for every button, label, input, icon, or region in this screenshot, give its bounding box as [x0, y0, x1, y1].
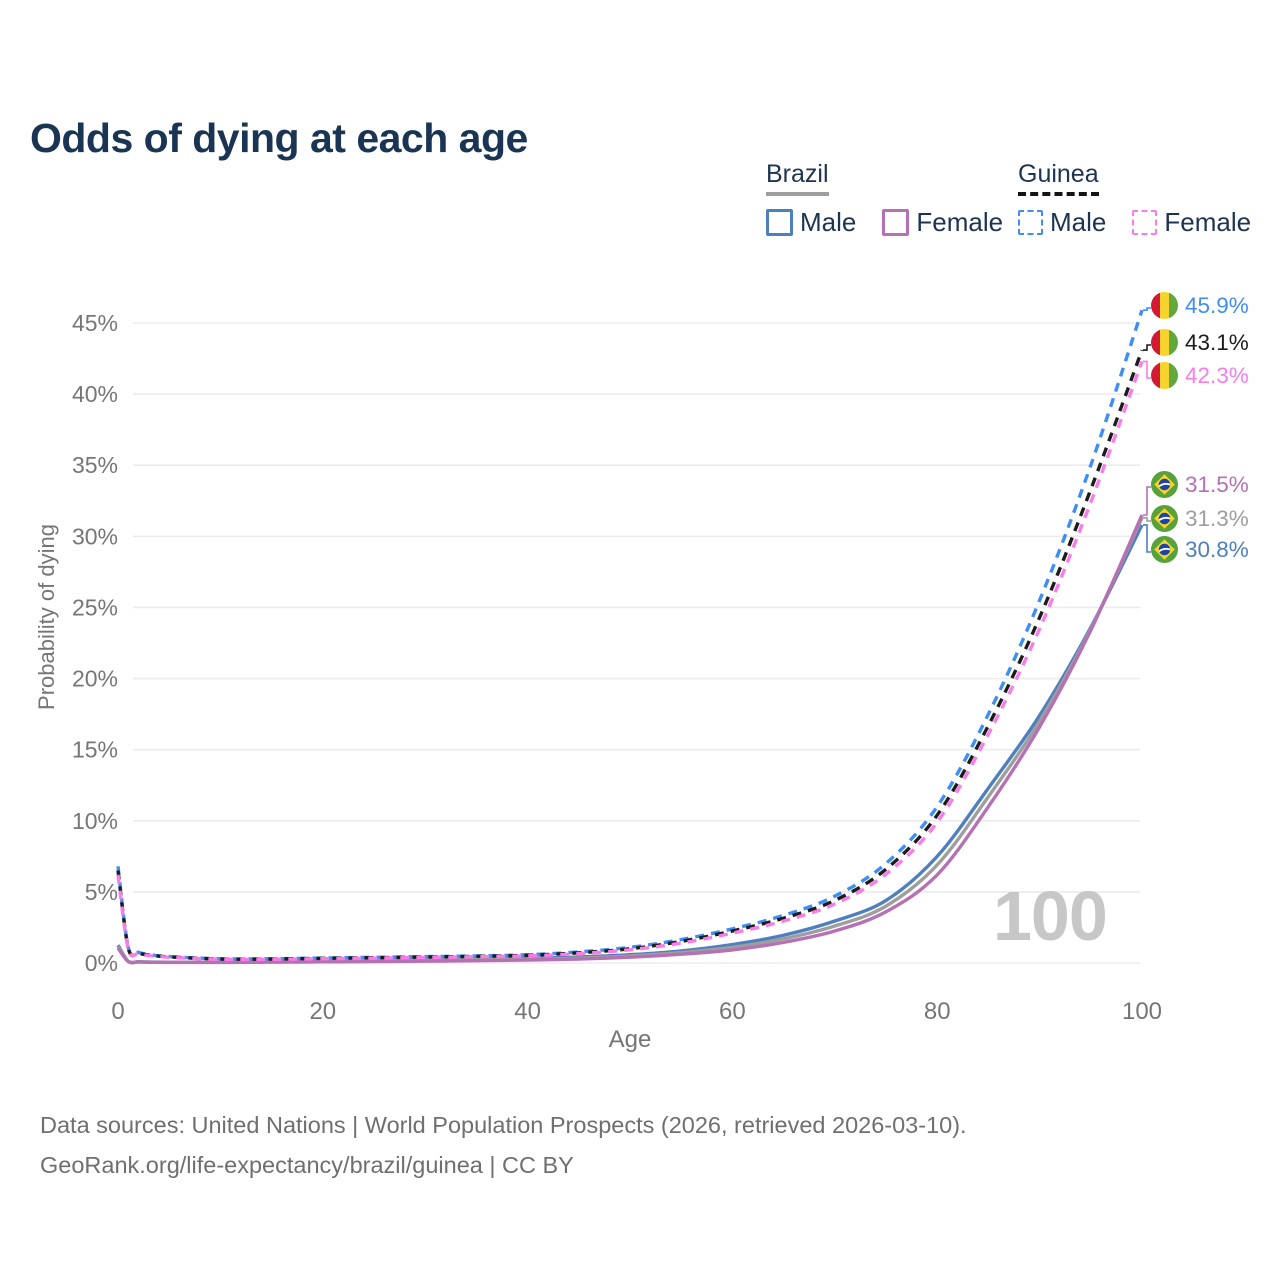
guinea-flag-icon: [1151, 329, 1178, 356]
guinea-flag-icon: [1151, 292, 1178, 319]
x-axis-title: Age: [608, 1026, 652, 1053]
svg-text:60: 60: [719, 998, 746, 1025]
series-line-brazil-male: [116, 524, 1144, 965]
brazil-flag-icon: [1151, 536, 1178, 563]
end-value: 30.8%: [1185, 536, 1249, 562]
legend-item-brazil-male[interactable]: Male: [766, 207, 856, 238]
svg-text:40%: 40%: [72, 381, 118, 407]
svg-text:40: 40: [514, 998, 541, 1025]
svg-text:25%: 25%: [72, 594, 118, 620]
series-line-guinea-male: [116, 309, 1144, 961]
guinea-female-swatch-icon: [1132, 210, 1158, 235]
end-value: 31.5%: [1185, 471, 1249, 497]
hovered-age-watermark: 100: [993, 877, 1108, 955]
end-label-guinea-male: 45.9%: [1151, 292, 1249, 319]
legend-title-brazil[interactable]: Brazil: [766, 160, 829, 196]
svg-text:0: 0: [111, 998, 124, 1025]
legend-title-guinea[interactable]: Guinea: [1018, 160, 1099, 196]
brazil-flag-icon: [1151, 505, 1178, 532]
legend-row-brazil: Male Female: [766, 207, 1029, 238]
svg-text:100: 100: [1122, 998, 1162, 1025]
legend-label-brazil-female: Female: [916, 207, 1004, 237]
y-axis-title: Probability of dying: [34, 524, 59, 710]
brazil-flag-icon: [1151, 471, 1178, 498]
svg-text:5%: 5%: [85, 879, 118, 905]
end-value: 42.3%: [1185, 362, 1249, 388]
footer-attribution: Data sources: United Nations | World Pop…: [40, 1105, 967, 1185]
line-chart-plot-area[interactable]: 0% 5% 10% 15% 20% 25% 30% 35% 40% 45% 0 20 40 60 80 100: [0, 0, 1280, 1080]
footer-line2[interactable]: GeoRank.org/life-expectancy/brazil/guine…: [40, 1152, 574, 1178]
legend-label-guinea-male: Male: [1050, 207, 1107, 237]
end-label-brazil-female: 31.5%: [1151, 471, 1249, 498]
end-label-brazil-male: 30.8%: [1151, 536, 1249, 563]
end-value: 43.1%: [1185, 329, 1249, 355]
end-label-guinea-female: 42.3%: [1151, 362, 1249, 389]
svg-text:30%: 30%: [72, 523, 118, 549]
end-value: 45.9%: [1185, 292, 1249, 318]
guinea-male-swatch-icon: [1018, 210, 1043, 235]
brazil-female-swatch-icon: [882, 209, 910, 236]
svg-text:80: 80: [924, 998, 951, 1025]
end-label-brazil-both: 31.3%: [1151, 505, 1249, 532]
legend-row-guinea: Male Female: [1018, 207, 1277, 238]
legend-item-guinea-male[interactable]: Male: [1018, 207, 1106, 238]
legend-label-brazil-male: Male: [800, 207, 857, 237]
svg-text:10%: 10%: [72, 808, 118, 834]
page-title: Odds of dying at each age: [30, 115, 528, 162]
brazil-male-swatch-icon: [766, 209, 793, 236]
svg-text:35%: 35%: [72, 452, 118, 478]
svg-text:15%: 15%: [72, 737, 118, 763]
svg-text:20%: 20%: [72, 666, 118, 692]
guinea-flag-icon: [1151, 362, 1178, 389]
footer-line1: Data sources: United Nations | World Pop…: [40, 1112, 967, 1138]
series-line-guinea-female: [116, 360, 1144, 962]
end-label-guinea-both: 43.1%: [1151, 329, 1249, 356]
series-line-brazil-both: [116, 517, 1144, 965]
legend-item-guinea-female[interactable]: Female: [1132, 207, 1251, 238]
svg-text:20: 20: [309, 998, 336, 1025]
legend-group-guinea: Guinea Male Female: [1018, 160, 1277, 238]
legend-label-guinea-female: Female: [1164, 207, 1252, 237]
series-line-guinea-both: [116, 349, 1144, 961]
series-line-brazil-female: [116, 514, 1144, 965]
end-value: 31.3%: [1185, 505, 1249, 531]
svg-text:0%: 0%: [85, 950, 118, 976]
legend-item-brazil-female[interactable]: Female: [882, 207, 1003, 238]
svg-text:45%: 45%: [72, 310, 118, 336]
legend-group-brazil: Brazil Male Female: [766, 160, 1029, 238]
